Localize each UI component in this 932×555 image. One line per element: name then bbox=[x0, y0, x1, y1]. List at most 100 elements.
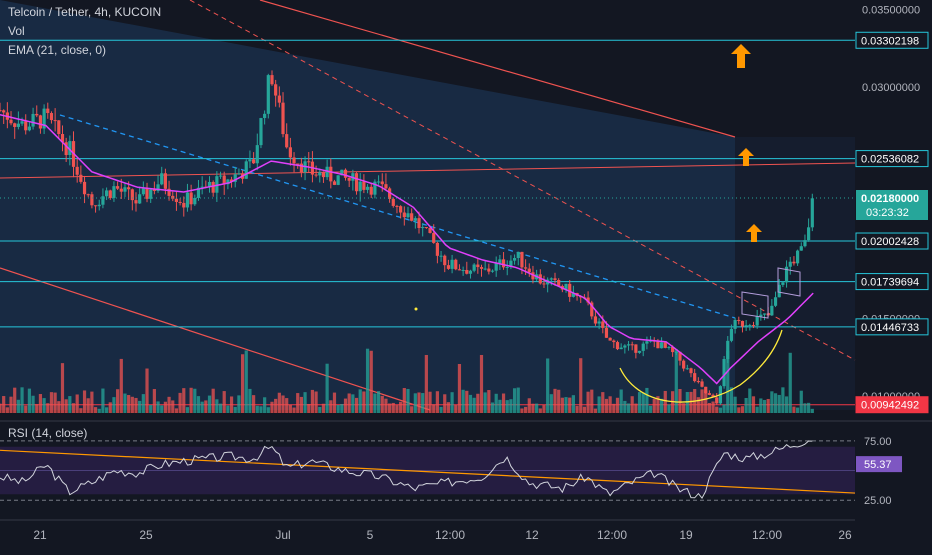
volume-bar bbox=[678, 388, 682, 413]
candle-body bbox=[696, 381, 700, 383]
volume-bar bbox=[369, 350, 373, 413]
volume-bar bbox=[402, 388, 406, 413]
volume-bar bbox=[575, 405, 579, 413]
level-price-tag[interactable] bbox=[855, 273, 929, 291]
volume-bar bbox=[707, 403, 711, 413]
rsi-pane[interactable]: 75.00 25.00 55.37 bbox=[0, 436, 902, 507]
candle-body bbox=[505, 266, 509, 268]
candle-body bbox=[68, 141, 72, 156]
rsi-trend-line[interactable] bbox=[0, 449, 856, 494]
volume-bar bbox=[266, 407, 270, 413]
candle-body bbox=[193, 197, 197, 205]
volume-legend[interactable]: Vol bbox=[8, 24, 25, 38]
channel-mid-line[interactable] bbox=[189, 0, 856, 361]
level-price-tag[interactable] bbox=[855, 31, 929, 49]
candle-body bbox=[340, 169, 344, 176]
candle-body bbox=[740, 320, 745, 327]
candle-body bbox=[270, 75, 274, 85]
current-price-tag[interactable] bbox=[856, 190, 928, 220]
volume-bar bbox=[365, 348, 370, 413]
level-price-tag[interactable] bbox=[855, 150, 929, 168]
candle-body bbox=[0, 110, 2, 112]
candle-body bbox=[163, 173, 167, 189]
rsi-tick-label: 25.00 bbox=[864, 495, 892, 507]
volume-bar bbox=[233, 406, 237, 413]
volume-bar bbox=[68, 396, 72, 413]
volume-bar bbox=[527, 398, 531, 413]
candle-body bbox=[634, 344, 638, 353]
candle-body bbox=[707, 393, 711, 395]
volume-bar bbox=[263, 397, 267, 413]
candle-body bbox=[737, 319, 741, 321]
volume-bar bbox=[597, 396, 601, 413]
volume-bar bbox=[564, 397, 568, 413]
rsi-value-tag[interactable] bbox=[856, 456, 902, 473]
candle-body bbox=[490, 270, 495, 272]
level-price-label: 0.02536082 bbox=[861, 154, 919, 166]
level-price-tag[interactable] bbox=[855, 318, 929, 336]
candle-body bbox=[461, 269, 465, 271]
candle-body bbox=[435, 242, 439, 256]
candle-body bbox=[101, 196, 105, 205]
resistance-line[interactable] bbox=[0, 162, 856, 179]
volume-bar bbox=[443, 394, 447, 413]
candle-body bbox=[615, 342, 620, 350]
candle-body bbox=[82, 181, 87, 195]
volume-bar bbox=[71, 403, 76, 413]
candle-body bbox=[49, 113, 54, 121]
volume-bar bbox=[660, 398, 664, 413]
candle-body bbox=[145, 188, 149, 199]
volume-bar bbox=[542, 405, 546, 413]
candle-body bbox=[674, 351, 678, 353]
volume-bar bbox=[13, 387, 17, 413]
volume-bar bbox=[454, 405, 458, 413]
time-axis[interactable]: 21 25 Jul 5 12:00 12 12:00 19 12:00 26 bbox=[33, 528, 852, 542]
volume-bar bbox=[579, 358, 583, 413]
price-axis[interactable]: 0.035000000.030000000.015000000.01000000… bbox=[0, 5, 929, 414]
candle-body bbox=[222, 175, 226, 185]
volume-bar bbox=[57, 401, 61, 413]
blue-trend-line[interactable] bbox=[59, 114, 736, 319]
volume-bar bbox=[608, 396, 612, 413]
level-price-tag[interactable] bbox=[855, 396, 929, 414]
volume-bar bbox=[321, 403, 326, 413]
candle-body bbox=[149, 189, 153, 199]
channel-upper-line[interactable] bbox=[259, 0, 736, 138]
candle-body bbox=[468, 270, 473, 274]
candle-body bbox=[130, 189, 134, 201]
candle-body bbox=[597, 321, 601, 324]
volume-bar bbox=[667, 404, 671, 413]
candle-body bbox=[770, 305, 774, 316]
rsi-line bbox=[0, 440, 813, 500]
volume-bar bbox=[388, 403, 392, 413]
volume-bar bbox=[178, 392, 182, 413]
candle-body bbox=[784, 266, 789, 283]
candle-body bbox=[123, 187, 127, 192]
candle-body bbox=[593, 316, 598, 324]
volume-bar bbox=[38, 394, 43, 413]
symbol-title[interactable]: Telcoin / Tether, 4h, KUCOIN bbox=[8, 5, 162, 19]
candle-body bbox=[171, 195, 175, 199]
candle-body bbox=[266, 75, 270, 114]
volume-bar bbox=[174, 408, 179, 413]
volume-bar bbox=[777, 394, 781, 413]
candle-body bbox=[57, 120, 61, 134]
volume-bar bbox=[413, 393, 417, 413]
candle-body bbox=[432, 232, 436, 243]
candle-body bbox=[531, 272, 535, 280]
candle-body bbox=[211, 181, 215, 193]
candle-body bbox=[35, 113, 39, 116]
channel-lower-line[interactable] bbox=[0, 267, 431, 411]
time-tick-label: 12:00 bbox=[597, 528, 627, 542]
time-tick-label: 19 bbox=[679, 528, 693, 542]
level-price-tag[interactable] bbox=[855, 232, 929, 250]
volume-bar bbox=[535, 403, 539, 413]
ema-legend[interactable]: EMA (21, close, 0) bbox=[8, 43, 107, 57]
candle-body bbox=[795, 250, 800, 264]
volume-bar bbox=[648, 405, 653, 413]
time-tick-label: 12 bbox=[525, 528, 539, 542]
rsi-legend[interactable]: RSI (14, close) bbox=[8, 426, 88, 440]
candle-body bbox=[748, 325, 752, 327]
